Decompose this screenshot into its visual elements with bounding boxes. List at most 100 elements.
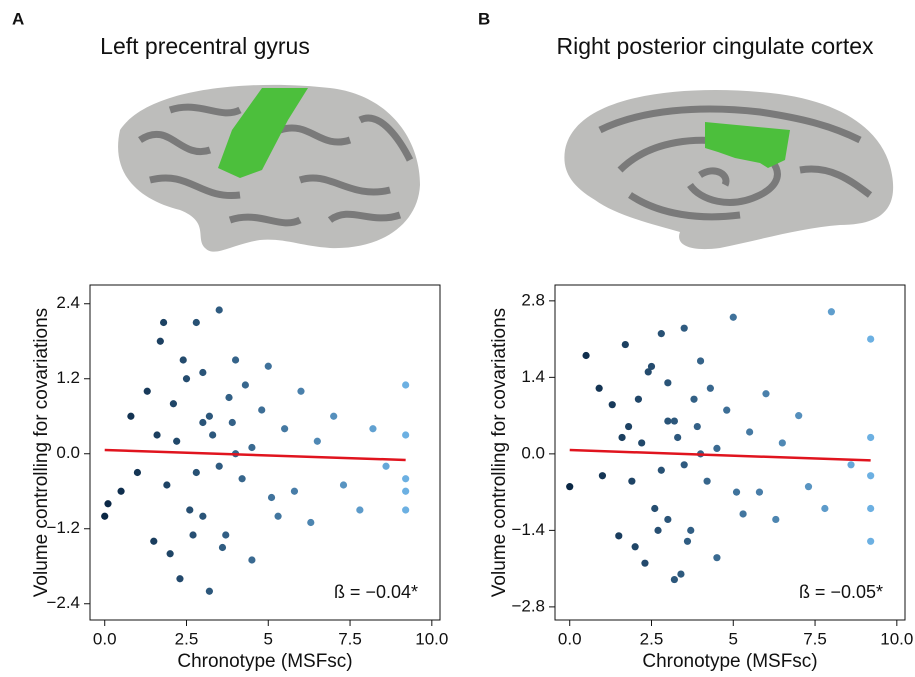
scatter-point [681, 325, 688, 332]
x-tick-label: 7.5 [803, 629, 827, 648]
scatter-point [258, 406, 265, 413]
scatter-point [867, 538, 874, 545]
chart-title: Left precentral gyrus [100, 33, 310, 59]
scatter-point [628, 478, 635, 485]
scatter-point [104, 500, 111, 507]
scatter-point [193, 469, 200, 476]
brain-image-left [118, 85, 420, 252]
x-axis-label: Chronotype (MSFsc) [177, 651, 352, 672]
scatter-point [199, 419, 206, 426]
scatter-point [297, 388, 304, 395]
scatter-point [582, 352, 589, 359]
scatter-point [340, 481, 347, 488]
scatter-point [658, 330, 665, 337]
regression-line [105, 450, 406, 460]
scatter-point [239, 475, 246, 482]
scatter-point [291, 488, 298, 495]
scatter-point [314, 438, 321, 445]
scatter-point [167, 550, 174, 557]
scatter-point [746, 428, 753, 435]
figure: ALeft precentral gyrus0.02.557.510.0−2.4… [0, 0, 915, 677]
scatter-point [664, 379, 671, 386]
scatter-point [677, 570, 684, 577]
scatter-point [163, 481, 170, 488]
scatter-point [153, 431, 160, 438]
scatter-point [687, 527, 694, 534]
scatter-point [248, 444, 255, 451]
scatter-point [723, 407, 730, 414]
scatter-point [173, 438, 180, 445]
panel-letter: A [12, 9, 24, 28]
scatter-point [821, 505, 828, 512]
scatter-point [281, 425, 288, 432]
scatter-point [216, 463, 223, 470]
scatter-point [160, 319, 167, 326]
x-tick-label: 0.0 [93, 629, 117, 648]
scatter-point [265, 363, 272, 370]
scatter-point [216, 306, 223, 313]
y-tick-label: 2.8 [521, 290, 545, 309]
y-tick-label: 0.0 [521, 443, 545, 462]
scatter-point [274, 513, 281, 520]
annotation: ß = −0.05* [799, 582, 883, 602]
scatter-point [206, 413, 213, 420]
scatter-point [632, 543, 639, 550]
scatter-point [101, 513, 108, 520]
scatter-point [622, 341, 629, 348]
scatter-point [199, 369, 206, 376]
x-tick-label: 10.0 [880, 629, 913, 648]
y-tick-label: −1.4 [511, 520, 545, 539]
scatter-point [382, 463, 389, 470]
scatter-point [186, 506, 193, 513]
scatter-point [638, 439, 645, 446]
scatter-point [134, 469, 141, 476]
y-axis-label: Volume controlling for covariations [489, 308, 510, 597]
scatter-point [222, 531, 229, 538]
scatter-point [144, 388, 151, 395]
scatter-point [402, 475, 409, 482]
x-tick-label: 10.0 [415, 629, 448, 648]
scatter-point [713, 554, 720, 561]
x-tick-label: 7.5 [338, 629, 362, 648]
scatter-point [772, 516, 779, 523]
scatter-point [694, 423, 701, 430]
scatter-point [566, 483, 573, 490]
scatter-point [356, 506, 363, 513]
scatter-point [762, 390, 769, 397]
scatter-point [664, 417, 671, 424]
annotation: ß = −0.04* [334, 582, 418, 602]
scatter-point [199, 513, 206, 520]
scatter-point [180, 356, 187, 363]
regression-line [570, 450, 871, 460]
scatter-point [739, 510, 746, 517]
y-tick-label: 1.2 [56, 368, 80, 387]
scatter-point [625, 423, 632, 430]
scatter-point [369, 425, 376, 432]
scatter-point [596, 385, 603, 392]
scatter-point [635, 396, 642, 403]
scatter-point [671, 576, 678, 583]
scatter-point [618, 434, 625, 441]
y-tick-label: 2.4 [56, 293, 80, 312]
y-tick-label: −2.8 [511, 596, 545, 615]
scatter-point [232, 356, 239, 363]
scatter-point [704, 478, 711, 485]
scatter-point [117, 488, 124, 495]
scatter-point [176, 575, 183, 582]
panel-letter: B [478, 9, 490, 28]
scatter-point [645, 368, 652, 375]
scatter-point [206, 588, 213, 595]
scatter-point [654, 527, 661, 534]
y-tick-label: 1.4 [521, 367, 545, 386]
scatter-point [402, 506, 409, 513]
scatter-point [615, 532, 622, 539]
scatter-point [847, 461, 854, 468]
brain-surface [564, 90, 893, 249]
scatter-point [664, 516, 671, 523]
y-tick-label: 0.0 [56, 443, 80, 462]
scatter-point [268, 494, 275, 501]
scatter-point [127, 413, 134, 420]
scatter-point [805, 483, 812, 490]
scatter-point [795, 412, 802, 419]
scatter-point [599, 472, 606, 479]
